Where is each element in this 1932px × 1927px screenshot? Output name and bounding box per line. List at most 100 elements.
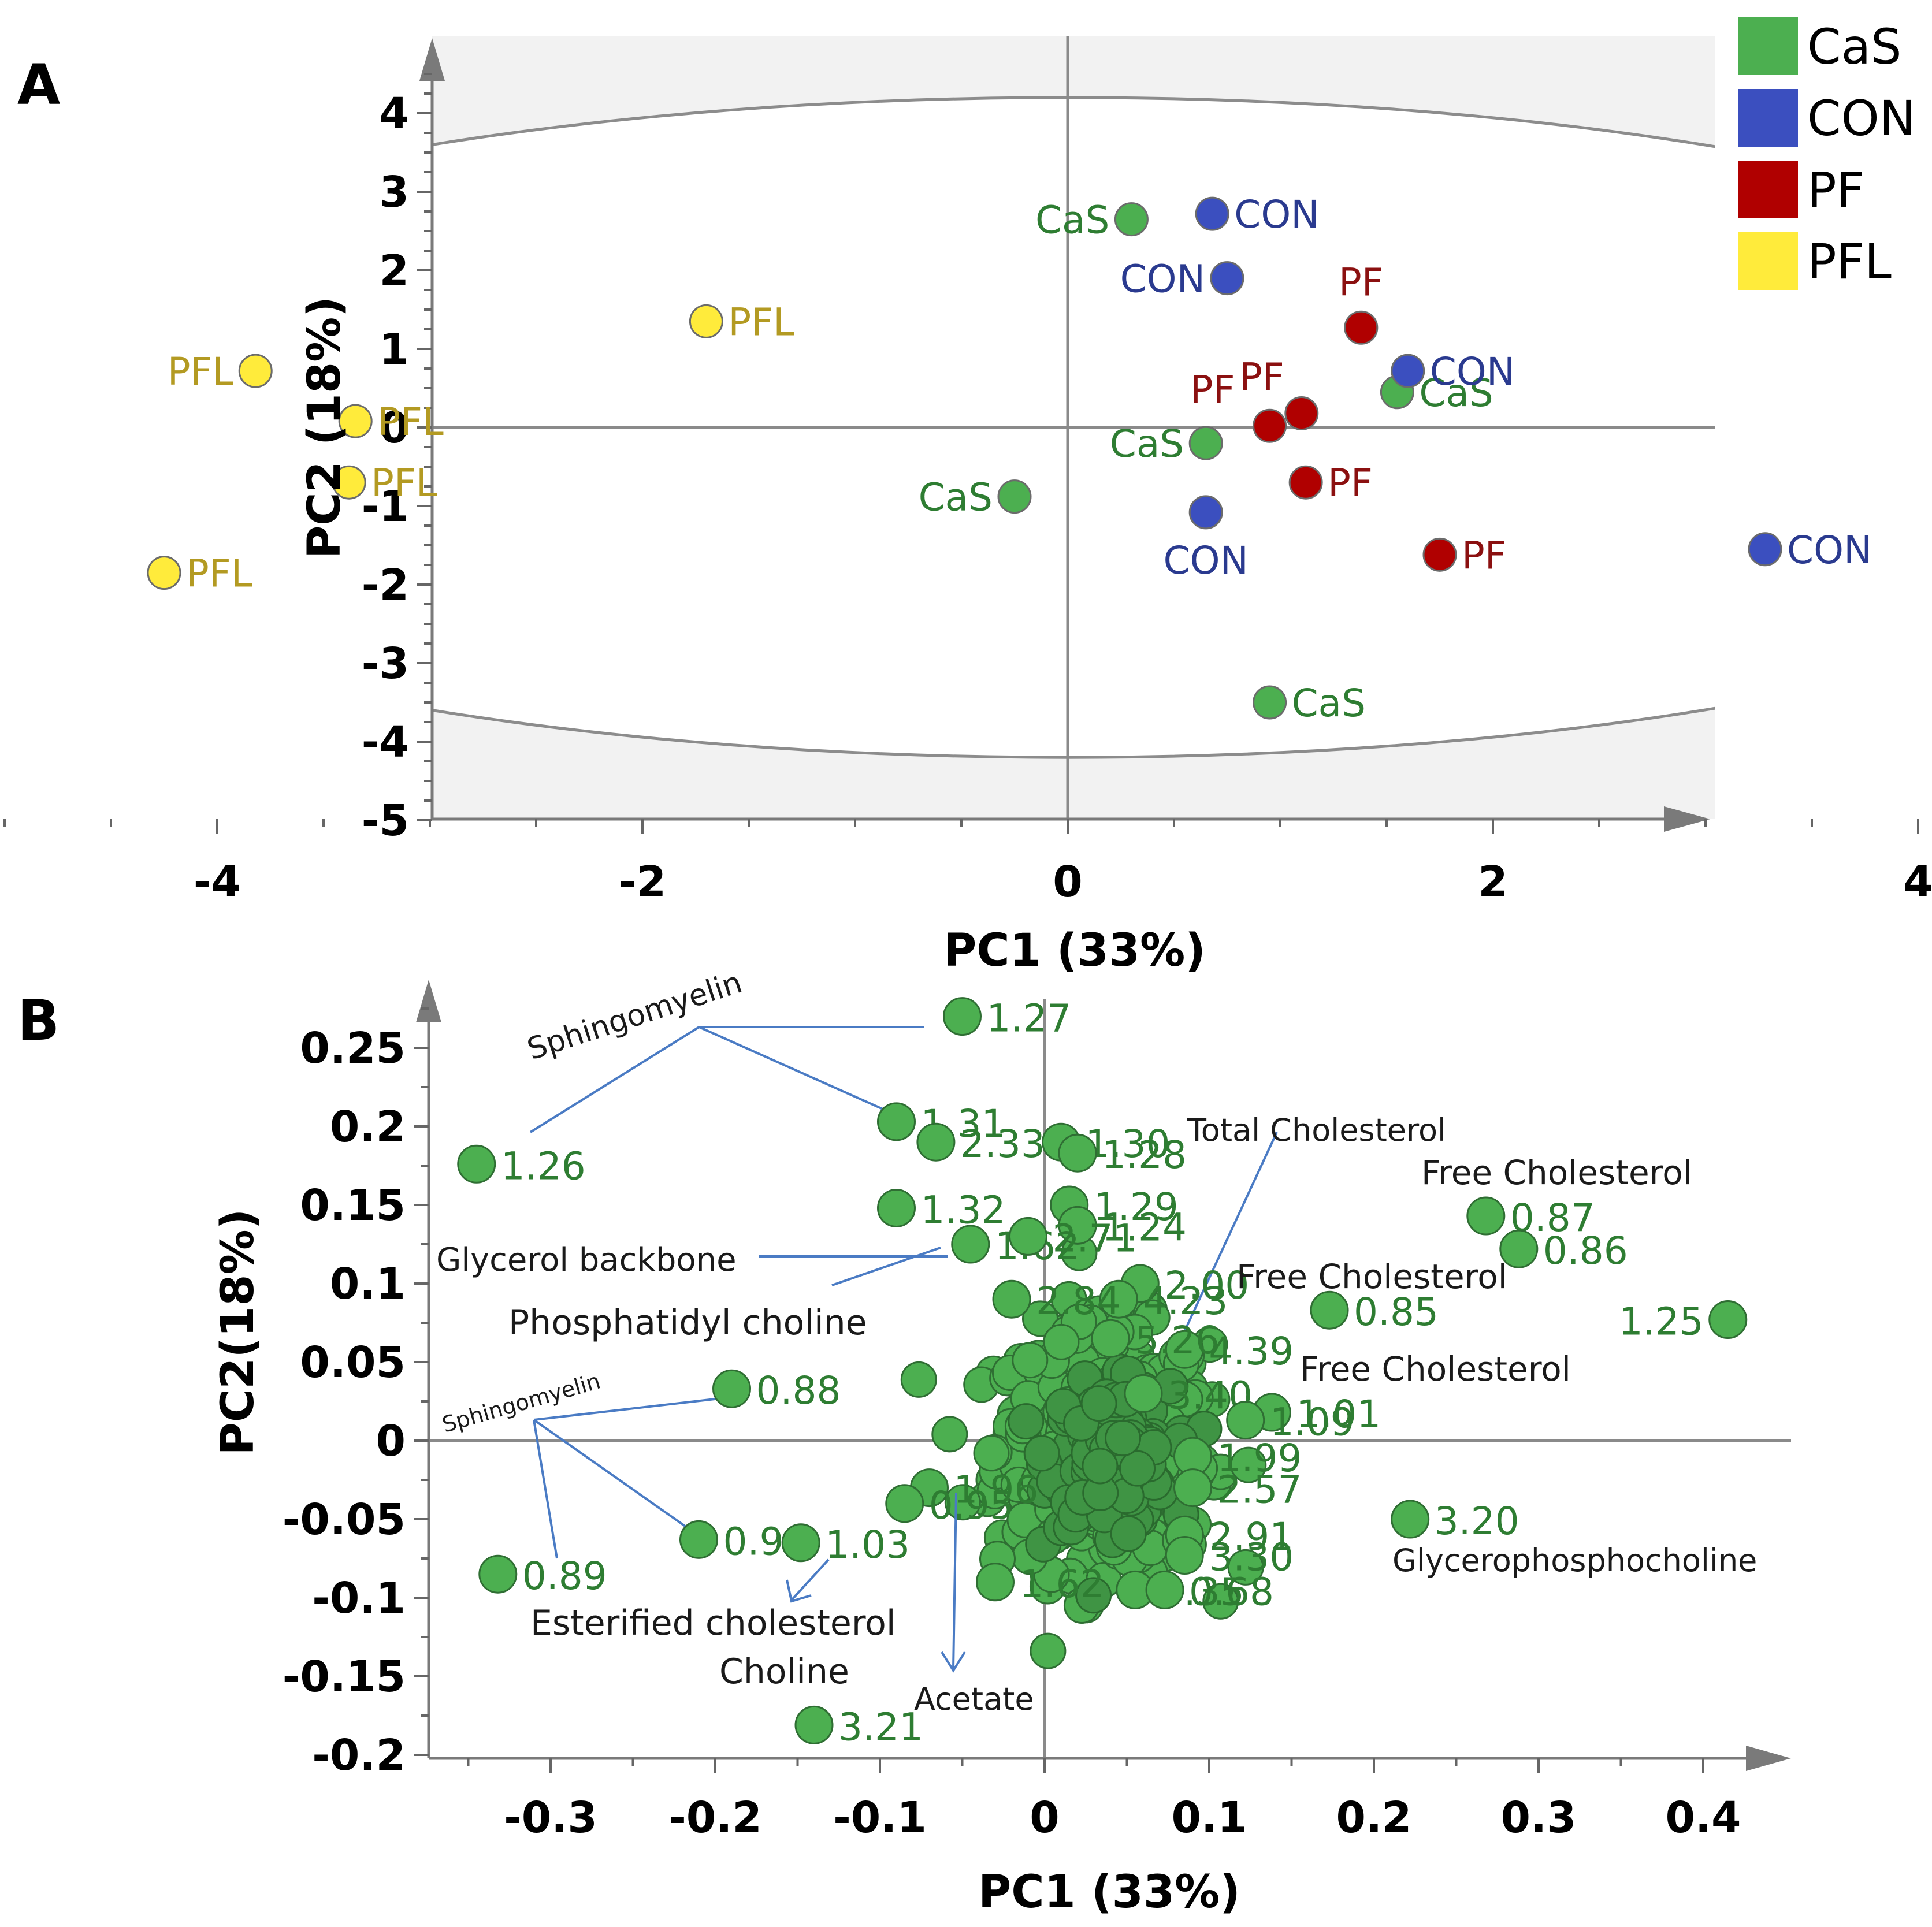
annotation-label: Phosphatidyl choline — [508, 1303, 867, 1343]
loading-point-label: 0.88 — [756, 1368, 841, 1413]
panel-b-x-axis-title: PC1 (33%) — [978, 1866, 1240, 1918]
loading-point — [1099, 1279, 1138, 1319]
loading-point — [478, 1554, 518, 1594]
annotation-label: Glycerophosphocholine — [1392, 1542, 1757, 1579]
point-pfl — [332, 465, 366, 500]
panel-b-x-tick-label: 0.1 — [1171, 1793, 1247, 1843]
loading-point-cluster — [973, 1435, 1010, 1472]
loading-point-cluster — [1030, 1632, 1067, 1669]
loading-point — [1124, 1374, 1163, 1413]
loading-point — [1058, 1133, 1097, 1173]
annotation-label: Choline — [719, 1651, 849, 1692]
loading-point-cluster — [1105, 1420, 1142, 1457]
loading-point — [885, 1484, 924, 1523]
point-label-cas: CaS — [1292, 681, 1366, 726]
loading-point-label: 0.68 — [1189, 1569, 1274, 1614]
panel-a-y-axis-arrow — [419, 38, 445, 81]
legend-swatch-pfl — [1738, 232, 1798, 290]
annotation-arrowhead — [786, 1579, 812, 1603]
panel-a-y-tick-label: -2 — [362, 560, 409, 610]
panel-b-x-tick-label: 0 — [1030, 1793, 1060, 1843]
loading-point-label: 1.26 — [501, 1144, 586, 1188]
panel-a-y-tick-label: 1 — [380, 325, 410, 374]
point-label-cas: CaS — [1419, 371, 1493, 415]
loading-point — [976, 1563, 1015, 1602]
annotation-leader-line — [533, 1419, 558, 1559]
loading-point-cluster — [1080, 1385, 1117, 1422]
panel-b-x-axis-arrow — [1746, 1746, 1791, 1771]
loading-point — [794, 1705, 834, 1744]
panel-a-x-tick-label: 4 — [1903, 857, 1932, 907]
loading-point-label: 1.30 — [1086, 1122, 1171, 1166]
annotation-leader-line — [952, 1492, 957, 1670]
legend-swatch-pf — [1738, 161, 1798, 218]
loading-point-label: 2.71 — [1053, 1216, 1138, 1260]
loading-point-label: 1.99 — [1217, 1436, 1302, 1480]
loading-point-label: 1.96 — [954, 1468, 1039, 1512]
panel-b-x-tick-label: 0.4 — [1665, 1793, 1741, 1843]
loading-point-label: 1.62 — [1020, 1562, 1105, 1606]
point-cas — [1188, 426, 1223, 460]
point-label-pf: PF — [1328, 461, 1373, 505]
panel-b-y-tick-label: 0.2 — [330, 1102, 406, 1152]
loading-point-cluster — [1227, 1549, 1264, 1586]
point-con — [1391, 354, 1425, 388]
panel-a-y-tick-label: 0 — [380, 403, 410, 453]
annotation-leader-line — [533, 1419, 689, 1529]
point-con — [1195, 196, 1229, 231]
loading-point-label: 3.20 — [1435, 1499, 1519, 1543]
loading-point-cluster — [1082, 1448, 1119, 1485]
loading-point — [1058, 1206, 1097, 1245]
point-label-pfl: PFL — [377, 400, 444, 444]
loading-point-cluster — [1012, 1342, 1049, 1379]
panel-letter-a: A — [17, 53, 60, 117]
loading-point-label: 2.84 — [1036, 1279, 1121, 1323]
panel-a-x-tick-label: -2 — [619, 857, 666, 907]
loading-point-label: 5.26 — [1135, 1318, 1220, 1363]
legend-label-con: CON — [1807, 90, 1916, 147]
annotation-label: Free Cholesterol — [1421, 1153, 1692, 1192]
legend-label-pf: PF — [1807, 162, 1864, 218]
loading-point — [1466, 1196, 1506, 1236]
point-label-pfl: PFL — [728, 300, 794, 344]
loading-point-label: 4.23 — [1143, 1279, 1228, 1323]
panel-a-y-tick-label: -1 — [362, 482, 409, 531]
point-label-cas: CaS — [1110, 422, 1184, 466]
loading-point — [712, 1369, 751, 1408]
loading-point-cluster — [1043, 1323, 1080, 1360]
loading-point-label: 1.27 — [987, 996, 1072, 1041]
loading-point — [943, 997, 982, 1036]
loading-point — [1091, 1319, 1130, 1358]
point-pf — [1422, 537, 1457, 572]
point-label-pf: PF — [1239, 355, 1284, 400]
loading-point — [1165, 1330, 1204, 1369]
loading-point — [1145, 1570, 1184, 1609]
loading-point — [916, 1122, 956, 1162]
point-label-cas: CaS — [1035, 198, 1109, 243]
panel-a-y-tick-label: -4 — [362, 717, 409, 767]
loading-point-label: 1.09 — [1270, 1400, 1355, 1445]
loading-point — [781, 1523, 820, 1563]
annotation-leader-line — [831, 1247, 941, 1286]
panel-b-x-tick-label: 0.3 — [1500, 1793, 1576, 1843]
loading-point — [877, 1102, 916, 1141]
panel-b-x-tick-label: -0.3 — [504, 1793, 597, 1843]
loading-point — [1226, 1401, 1265, 1440]
loading-point — [1708, 1300, 1748, 1340]
loading-point-label: 2.57 — [1217, 1468, 1302, 1512]
loading-point-label: 0.85 — [1354, 1290, 1439, 1334]
loading-point-label: 2.33 — [960, 1122, 1045, 1166]
panel-b-loadings-plot: -0.3 -0.2 -0.1 0 0.1 0.2 0.3 0.4 0.25 0.2 0.15 0.1 0… — [212, 965, 1791, 1918]
loading-point-label: 1.25 — [1619, 1300, 1704, 1344]
point-label-pfl: PFL — [371, 461, 437, 505]
annotation-label: Sphingomyelin — [523, 965, 746, 1067]
panel-a-y-tick-label: 2 — [380, 246, 410, 296]
point-pf — [1253, 408, 1287, 443]
loading-point-cluster — [931, 1416, 968, 1453]
loading-point — [992, 1279, 1031, 1319]
loading-point-cluster — [1021, 1300, 1058, 1337]
annotation-label: Sphingomyelin — [439, 1368, 603, 1438]
panel-b-y-tick-label: 0 — [376, 1416, 406, 1466]
loading-point-label: 3.21 — [838, 1705, 923, 1749]
